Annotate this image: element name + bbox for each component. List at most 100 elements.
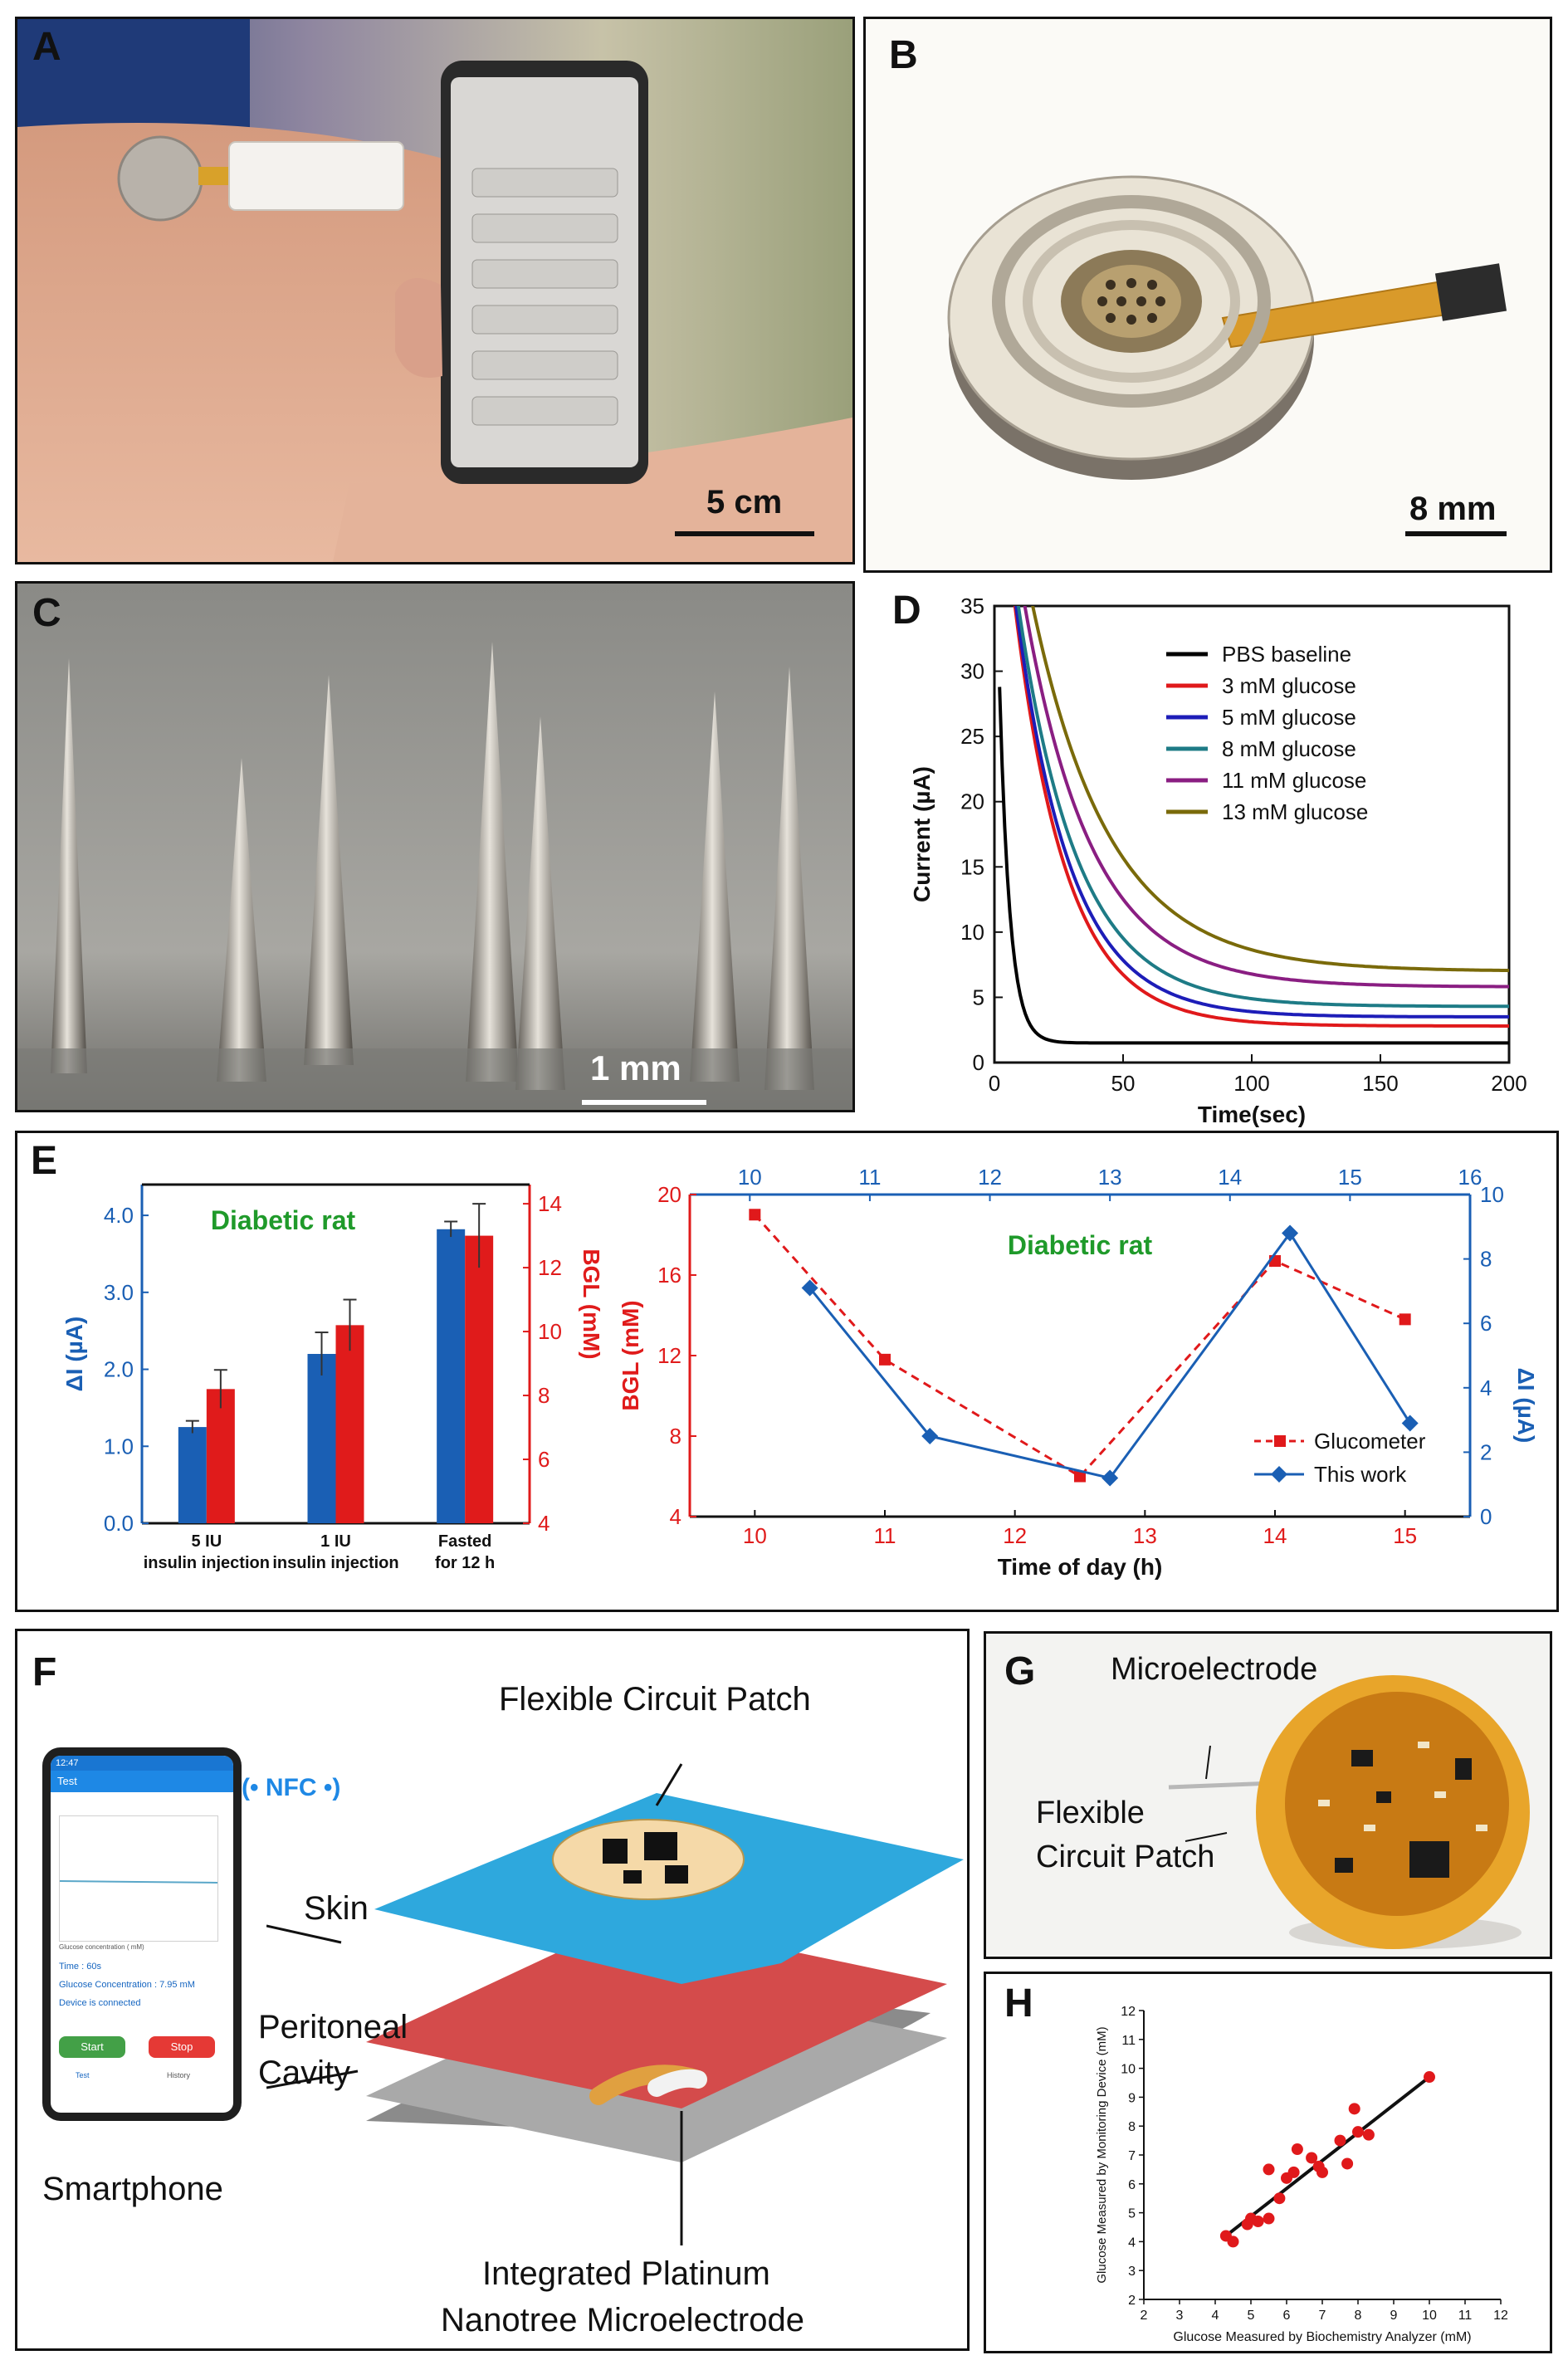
chart-d: 0 5 10 15 20 25 30 35 0 50 100 150 200 Time(sec) Curre… — [909, 594, 1527, 1127]
electrode-label-2: Nanotree Microelectrode — [441, 2302, 804, 2338]
scatter-point — [1263, 2212, 1275, 2225]
panel-b-scale: 8 mm — [1409, 491, 1497, 527]
y-tick-label-left: 16 — [657, 1263, 681, 1288]
flex-circuit-label-2: Circuit Patch — [1036, 1840, 1215, 1874]
scatter-point — [1348, 2103, 1360, 2115]
bar-bgl — [206, 1389, 235, 1523]
phone-status-bar: 12:47 — [51, 1756, 233, 1771]
legend-entry: 11 mM glucose — [1222, 768, 1366, 793]
x-tick-label-top: 10 — [738, 1165, 762, 1190]
x-tick-label: 9 — [1390, 2309, 1398, 2323]
x-tick-label: 200 — [1491, 1071, 1526, 1096]
panel-a-label: A — [32, 25, 61, 69]
panel-g: G Microelectrode Flexible Circuit Patch — [984, 1631, 1552, 1959]
peritoneal-label-1: Peritoneal — [258, 2009, 408, 2045]
flex-patch-label: Flexible Circuit Patch — [499, 1681, 811, 1718]
x-tick-label: 10 — [1422, 2309, 1437, 2323]
scatter-point — [1341, 2157, 1354, 2170]
y-tick-label-left: 4.0 — [104, 1203, 134, 1228]
bar-delta-i — [307, 1354, 336, 1523]
y-tick-label: 0 — [973, 1050, 984, 1075]
x-tick-label: 12 — [1493, 2309, 1508, 2323]
x-tick-label: 3 — [1176, 2309, 1184, 2323]
y-tick-label-right: 6 — [1480, 1311, 1492, 1336]
y-tick-label: 30 — [960, 659, 984, 684]
panel-c: C 1 mm — [15, 581, 855, 1112]
series-line-5 — [1031, 606, 1509, 973]
panel-a-photo — [17, 19, 852, 562]
phone-nav-history[interactable]: History — [167, 2071, 191, 2079]
phone-legend: Glucose concentration ( mM) — [59, 1943, 144, 1951]
panel-a-scale: 5 cm — [706, 484, 783, 520]
y-tick-label: 10 — [1121, 2063, 1136, 2077]
y-tick-label: 10 — [960, 920, 984, 945]
series-line-1 — [1013, 606, 1509, 1028]
x-tick-label-bottom: 10 — [743, 1523, 767, 1548]
y-tick-label: 3 — [1128, 2265, 1136, 2279]
x-tick-label: 0 — [989, 1071, 1000, 1096]
y-tick-label-right: 0 — [1480, 1504, 1492, 1529]
panel-b: B 8 mm — [863, 17, 1552, 573]
panel-h-label: H — [1004, 1981, 1033, 2025]
y-tick-label-right: 4 — [1480, 1376, 1492, 1400]
y-tick-label-right: 2 — [1480, 1439, 1492, 1464]
phone-time: Time : 60s — [59, 1962, 101, 1972]
legend-marker — [1271, 1466, 1287, 1483]
y-tick-label: 5 — [973, 985, 984, 1009]
this-work-point — [1282, 1224, 1299, 1242]
y-tick-label: 12 — [1121, 2005, 1136, 2019]
x-tick-label-bottom: 11 — [874, 1523, 896, 1548]
x-tick-label-top: 13 — [1098, 1165, 1122, 1190]
x-category-label: insulin injection — [144, 1554, 270, 1572]
smartphone-label: Smartphone — [42, 2171, 223, 2207]
x-tick-label: 50 — [1111, 1071, 1136, 1096]
legend-marker — [1274, 1435, 1286, 1447]
scatter-point — [1424, 2071, 1435, 2084]
x-tick-label-bottom: 14 — [1263, 1523, 1287, 1548]
scatter-point — [1291, 2143, 1303, 2156]
smartphone-mockup: 12:47 Test Glucose concentration ( mM) T… — [42, 1747, 242, 2121]
series-line-4 — [1023, 606, 1509, 989]
y-tick-label: 25 — [960, 724, 984, 749]
x-category-label: insulin injection — [272, 1554, 398, 1572]
y-tick-label: 2 — [1128, 2294, 1136, 2308]
scatter-point — [1287, 2166, 1300, 2178]
y-tick-label: 8 — [1128, 2120, 1136, 2134]
skin-label: Skin — [304, 1890, 369, 1927]
panel-e: E 0.0 1.0 2.0 3.0 4.0 4 6 8 10 12 14 ΔI (µA) BGL (mM… — [15, 1131, 1559, 1612]
y-axis-label-right: BGL (mM) — [579, 1248, 604, 1359]
nfc-text: NFC — [265, 1774, 317, 1801]
panel-c-photo — [17, 584, 852, 1110]
glucometer-line — [754, 1214, 1406, 1478]
y-tick-label: 5 — [1128, 2207, 1136, 2221]
phone-nav-test[interactable]: Test — [76, 2071, 90, 2079]
y-axis-label-left: ΔI (µA) — [61, 1317, 87, 1392]
x-category-label: Fasted — [438, 1532, 491, 1551]
x-tick-label: 5 — [1248, 2309, 1255, 2323]
phone-stop-button[interactable]: Stop — [149, 2036, 215, 2058]
x-axis-label: Time(sec) — [1198, 1102, 1306, 1127]
scatter-point — [1334, 2134, 1346, 2147]
this-work-point — [921, 1428, 939, 1444]
phone-start-button[interactable]: Start — [59, 2036, 125, 2058]
y-tick-label-right: 10 — [538, 1319, 562, 1344]
y-tick-label: 20 — [960, 789, 984, 814]
y-tick-label-left: 4 — [670, 1504, 681, 1529]
x-tick-label: 7 — [1319, 2309, 1326, 2323]
this-work-point — [1401, 1415, 1419, 1432]
x-tick-label: 2 — [1141, 2309, 1148, 2323]
y-tick-label-right: 4 — [538, 1511, 550, 1536]
layer-diagram — [266, 1763, 964, 2245]
y-axis-label: Glucose Measured by Monitoring Device (m… — [1095, 2026, 1109, 2283]
y-tick-label: 35 — [960, 594, 984, 618]
chart-e-bar: 0.0 1.0 2.0 3.0 4.0 4 6 8 10 12 14 ΔI (µA) BGL (mM) D… — [61, 1183, 604, 1572]
fit-line — [1224, 2075, 1431, 2238]
x-axis-label: Glucose Measured by Biochemistry Analyze… — [1173, 2330, 1471, 2344]
bar-bgl — [335, 1325, 364, 1523]
y-tick-label-left: 0.0 — [104, 1511, 134, 1536]
x-tick-label: 11 — [1458, 2309, 1473, 2323]
x-category-label: 5 IU — [191, 1532, 222, 1551]
x-tick-label: 100 — [1233, 1071, 1269, 1096]
x-tick-label: 4 — [1212, 2309, 1219, 2323]
panel-f-label: F — [32, 1650, 57, 1694]
